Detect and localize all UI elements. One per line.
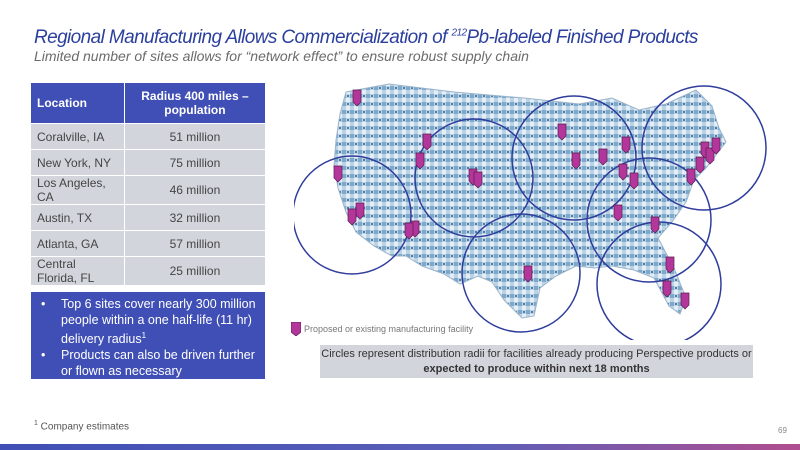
table-row: Austin, TX 32 million (30, 204, 267, 231)
facility-marker (571, 152, 581, 170)
footnote: 1 Company estimates (34, 420, 130, 433)
distribution-note: Circles represent distribution radii for… (320, 345, 753, 378)
facility-marker (404, 222, 414, 240)
facility-marker (680, 292, 690, 310)
legend-label: Proposed or existing manufacturing facil… (304, 324, 474, 334)
table-row: Los Angeles, CA 46 million (30, 175, 267, 205)
slide-title: Regional Manufacturing Allows Commercial… (34, 27, 698, 48)
facility-marker (662, 280, 672, 298)
table-row: New York, NY 75 million (30, 149, 267, 176)
population-cell: 51 million (123, 123, 267, 150)
population-cell: 25 million (123, 256, 267, 286)
population-table: Location Radius 400 miles – population C… (30, 82, 267, 286)
facility-marker (650, 216, 660, 234)
radius-circle-coralville (511, 95, 637, 221)
table-header-row: Location Radius 400 miles – population (30, 82, 267, 124)
location-cell: Central Florida, FL (30, 256, 125, 286)
us-distribution-map (294, 83, 767, 340)
bullet-transport: Products can also be driven further or f… (39, 347, 259, 379)
facility-marker (598, 148, 608, 166)
location-header: Location (30, 82, 125, 124)
slide-subtitle: Limited number of sites allows for “netw… (34, 48, 529, 64)
location-cell: New York, NY (30, 149, 125, 176)
key-points-callout: Top 6 sites cover nearly 300 million peo… (31, 292, 265, 379)
facility-marker (355, 202, 365, 220)
facility-marker (333, 165, 343, 183)
table-row: Central Florida, FL 25 million (30, 256, 267, 286)
facility-marker (523, 265, 533, 283)
facility-marker (695, 156, 705, 174)
page-number: 69 (778, 426, 787, 435)
location-cell: Los Angeles, CA (30, 175, 125, 205)
facility-marker (352, 89, 362, 107)
facility-marker (557, 123, 567, 141)
radius-circle-new-york (641, 85, 767, 211)
facility-marker (473, 171, 483, 189)
radius-circle-austin (461, 213, 581, 333)
facility-marker (415, 152, 425, 170)
facility-markers (333, 89, 721, 310)
population-cell: 75 million (123, 149, 267, 176)
population-cell: 32 million (123, 204, 267, 231)
population-cell: 46 million (123, 175, 267, 205)
facility-marker (711, 137, 721, 155)
facility-marker (613, 204, 623, 222)
facility-marker (686, 168, 696, 186)
population-cell: 57 million (123, 230, 267, 257)
bullet-coverage: Top 6 sites cover nearly 300 million peo… (39, 296, 259, 347)
map-legend: Proposed or existing manufacturing facil… (291, 320, 473, 338)
footer-accent-bar (0, 444, 800, 450)
facility-marker (621, 136, 631, 154)
location-cell: Austin, TX (30, 204, 125, 231)
map-pin-icon (291, 322, 301, 336)
table-row: Coralville, IA 51 million (30, 123, 267, 150)
location-cell: Coralville, IA (30, 123, 125, 150)
facility-marker (347, 208, 357, 226)
population-header: Radius 400 miles – population (123, 82, 267, 124)
facility-marker (618, 163, 628, 181)
facility-marker (665, 256, 675, 274)
table-row: Atlanta, GA 57 million (30, 230, 267, 257)
facility-marker (629, 172, 639, 190)
location-cell: Atlanta, GA (30, 230, 125, 257)
radius-circle-los-angeles (294, 155, 412, 275)
facility-marker (422, 133, 432, 151)
radius-circle-atlanta (586, 157, 712, 283)
